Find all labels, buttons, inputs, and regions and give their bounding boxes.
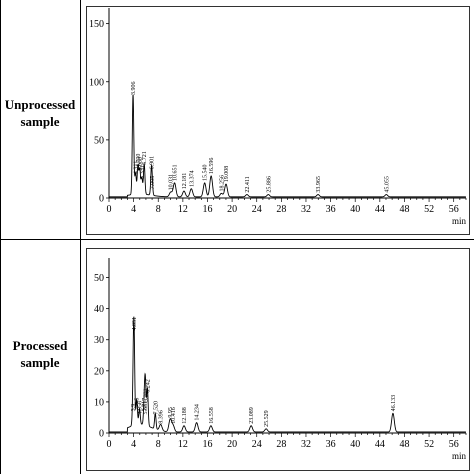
peak-label: 6.901 — [149, 156, 155, 170]
row-label-unprocessed: Unprocessed sample — [0, 96, 80, 130]
chromatogram-trace — [109, 94, 466, 198]
x-tick-label: 12 — [178, 439, 188, 450]
peak-label: 46.133 — [391, 395, 397, 412]
y-tick-label: 40 — [94, 304, 104, 315]
peak-label: 5.881 — [143, 401, 149, 415]
x-tick-label: 24 — [252, 204, 262, 215]
peak-label: 16.558 — [209, 407, 215, 424]
x-tick-label: 28 — [276, 439, 286, 450]
y-tick-label: 20 — [94, 366, 104, 377]
peak-label: 22.411 — [245, 176, 251, 192]
peak-label: 5.901 — [143, 389, 149, 403]
x-tick-label: 12 — [178, 204, 188, 215]
row-label-processed: Processed sample — [0, 337, 80, 371]
x-tick-label: 28 — [276, 204, 286, 215]
x-tick-label: 44 — [375, 204, 385, 215]
peak-label: 5.331 — [140, 165, 146, 179]
peak-label: 19.008 — [224, 166, 230, 183]
row-label-line2: sample — [20, 114, 60, 129]
y-tick-label: 0 — [99, 194, 104, 205]
peak-label: 5.000 — [138, 157, 144, 171]
peak-label: 3.9 — [131, 404, 137, 412]
peak-label: 12.181 — [182, 173, 188, 190]
x-tick-label: 8 — [156, 204, 161, 215]
peak-label: 8.396 — [159, 410, 165, 424]
peak-label: 6.242 — [145, 379, 151, 393]
y-tick-label: 10 — [94, 397, 104, 408]
x-tick-label: 40 — [350, 204, 360, 215]
peak-label: 10.031 — [169, 174, 175, 191]
row-label-line2: sample — [20, 355, 60, 370]
row-label-line1: Processed — [12, 338, 68, 353]
x-axis-label: min — [452, 216, 467, 226]
peak-label: 25.529 — [264, 410, 270, 427]
peak-label: 4.051 — [132, 317, 138, 331]
x-tick-label: 48 — [399, 204, 409, 215]
y-tick-label: 100 — [89, 77, 104, 88]
peak-label: 7.005 — [150, 176, 156, 190]
x-tick-label: 20 — [227, 204, 237, 215]
peak-label: 4.700 — [136, 154, 142, 168]
peak-label: 25.886 — [266, 176, 272, 193]
x-tick-label: 0 — [107, 204, 112, 215]
x-tick-label: 56 — [449, 204, 459, 215]
x-axis-label: min — [452, 451, 467, 461]
peak-label: 4.956 — [138, 401, 144, 415]
peak-label: 5.721 — [142, 151, 148, 165]
x-tick-label: 44 — [375, 439, 385, 450]
y-tick-label: 30 — [94, 335, 104, 346]
peak-label: 4.311 — [134, 161, 140, 174]
peak-label: 16.596 — [209, 158, 215, 175]
plot-frame — [86, 6, 470, 235]
peak-label: 14.234 — [195, 404, 201, 421]
x-tick-label: 36 — [326, 439, 336, 450]
x-tick-label: 16 — [202, 439, 212, 450]
x-tick-label: 40 — [350, 439, 360, 450]
plot-frame — [86, 248, 470, 471]
x-tick-label: 0 — [107, 439, 112, 450]
peak-label: 4.5 — [135, 398, 141, 406]
peak-label: 45.055 — [384, 176, 390, 193]
peak-label: 5.717 — [142, 398, 148, 412]
row-label-line1: Unprocessed — [4, 97, 76, 112]
peak-label: 18.256 — [219, 175, 225, 192]
x-tick-label: 32 — [301, 204, 311, 215]
x-tick-label: 8 — [156, 439, 161, 450]
chromatogram-trace — [109, 316, 466, 433]
x-tick-label: 32 — [301, 439, 311, 450]
peak-label: 7.520 — [153, 401, 159, 415]
x-tick-label: 56 — [449, 439, 459, 450]
x-tick-label: 16 — [202, 204, 212, 215]
peak-label: 15.540 — [203, 165, 209, 182]
x-tick-label: 48 — [399, 439, 409, 450]
x-tick-label: 4 — [131, 204, 136, 215]
peak-label: 33.965 — [316, 176, 322, 193]
x-tick-label: 24 — [252, 439, 262, 450]
peak-label: 10.651 — [173, 165, 179, 182]
x-tick-label: 52 — [424, 204, 434, 215]
y-tick-label: 50 — [94, 135, 104, 146]
peak-label: 10.416 — [171, 407, 177, 424]
y-tick-label: 0 — [99, 429, 104, 440]
peak-label: 3.906 — [131, 82, 137, 96]
x-tick-label: 52 — [424, 439, 434, 450]
peak-label: 12.188 — [182, 407, 188, 424]
x-tick-label: 20 — [227, 439, 237, 450]
peak-label: 9.95 — [168, 407, 174, 418]
x-tick-label: 36 — [326, 204, 336, 215]
peak-label: 23.089 — [249, 407, 255, 424]
y-tick-label: 50 — [94, 273, 104, 284]
x-tick-label: 4 — [131, 439, 136, 450]
peak-label: 13.374 — [189, 170, 195, 187]
y-tick-label: 150 — [89, 19, 104, 30]
